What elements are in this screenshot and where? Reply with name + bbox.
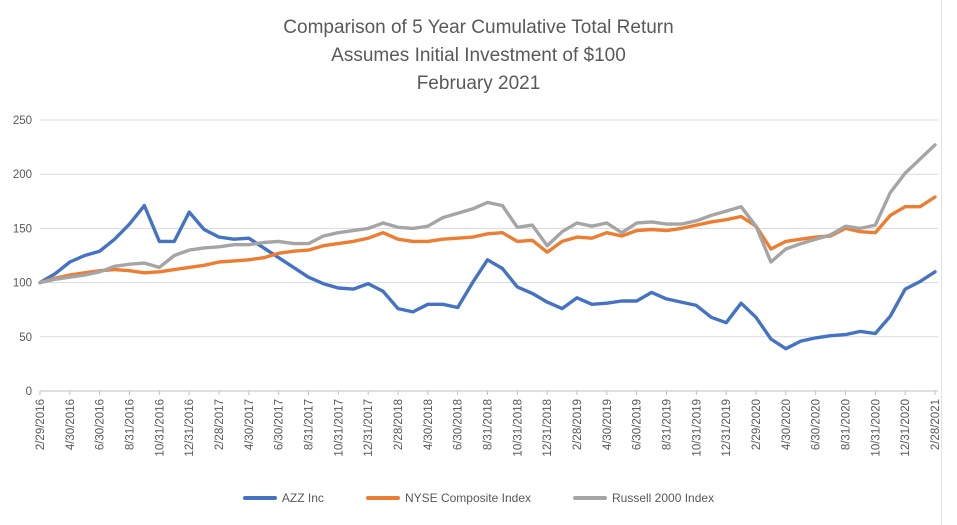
series-line-nyse-composite-index	[38, 195, 937, 285]
x-axis-tick-label: 6/30/2018	[453, 399, 465, 450]
y-axis-tick-label: 0	[26, 386, 32, 398]
x-axis-tick-label: 4/30/2019	[602, 399, 614, 450]
chart-title-line-1: Comparison of 5 Year Cumulative Total Re…	[283, 17, 674, 38]
x-axis-tick-label: 12/31/2017	[363, 399, 375, 457]
x-axis-tick-label: 8/31/2017	[304, 399, 316, 450]
chart-title-line-2: Assumes Initial Investment of $100	[331, 45, 626, 66]
x-axis-tick-label: 8/31/2020	[841, 399, 853, 450]
legend-label-russell-2000: Russell 2000 Index	[612, 491, 715, 505]
legend-item-russell-2000: Russell 2000 Index	[573, 491, 714, 505]
x-axis-tick-label: 2/28/2017	[214, 399, 226, 450]
x-axis-tick-label: 12/31/2020	[900, 399, 912, 457]
series-line-russell-2000-index	[38, 143, 937, 285]
legend-swatch-russell-2000	[573, 496, 607, 500]
x-axis-tick-label: 12/31/2019	[721, 399, 733, 457]
legend-label-azz-inc: AZZ Inc	[281, 491, 324, 505]
x-axis-tick-label: 6/30/2017	[274, 399, 286, 450]
y-axis-tick-label: 250	[13, 115, 32, 127]
x-axis-tick-label: 10/31/2019	[691, 399, 703, 457]
x-axis-tick-label: 6/30/2020	[811, 399, 823, 450]
chart-legend: AZZ Inc NYSE Composite Index Russell 200…	[0, 491, 957, 505]
x-axis-tick-label: 2/28/2018	[393, 399, 405, 450]
x-axis-tick-label: 2/28/2021	[930, 399, 942, 450]
x-axis-tick-label: 10/31/2018	[512, 399, 524, 457]
x-axis-tick-label: 4/30/2018	[423, 399, 435, 450]
y-axis-tick-label: 50	[19, 332, 32, 344]
x-axis-tick-label: 8/31/2016	[125, 399, 137, 450]
legend-item-nyse-composite: NYSE Composite Index	[365, 491, 531, 505]
x-axis-tick-label: 6/30/2019	[632, 399, 644, 450]
legend-swatch-nyse-composite	[365, 496, 400, 500]
chart-frame-right-border	[941, 0, 942, 525]
x-axis-tick-label: 2/29/2016	[35, 399, 47, 450]
x-axis-tick-label: 8/31/2019	[662, 399, 674, 450]
x-axis-tick-label: 2/28/2019	[572, 399, 584, 450]
x-axis-tick-label: 10/31/2016	[154, 399, 166, 457]
legend-item-azz-inc: AZZ Inc	[242, 491, 324, 505]
x-axis-tick-label: 10/31/2020	[870, 399, 882, 457]
x-axis-tick-label: 10/31/2017	[333, 399, 345, 457]
legend-swatch-azz-inc	[242, 496, 277, 500]
x-axis-tick-label: 2/29/2020	[751, 399, 763, 450]
x-axis-tick-label: 6/30/2016	[95, 399, 107, 450]
y-axis-tick-label: 200	[13, 169, 32, 181]
legend-label-nyse-composite: NYSE Composite Index	[404, 491, 531, 505]
series-line-azz-inc	[38, 203, 937, 351]
chart-title-line-3: February 2021	[416, 73, 541, 94]
chart-title: Comparison of 5 Year Cumulative Total Re…	[0, 14, 957, 98]
y-axis-tick-label: 100	[13, 278, 32, 290]
x-axis-tick-label: 12/31/2018	[542, 399, 554, 457]
x-axis-tick-label: 4/30/2017	[244, 399, 256, 450]
x-axis-tick-label: 8/31/2018	[483, 399, 495, 450]
x-axis-tick-label: 4/30/2020	[781, 399, 793, 450]
y-axis-tick-label: 150	[13, 223, 32, 235]
x-axis-tick-label: 12/31/2016	[184, 399, 196, 457]
x-axis-tick-label: 4/30/2016	[65, 399, 77, 450]
